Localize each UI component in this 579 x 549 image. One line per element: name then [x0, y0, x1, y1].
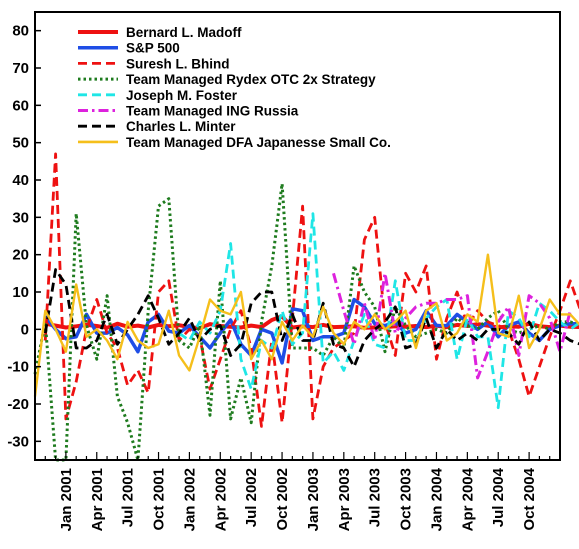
series-line-team-managed-dfa-japanesse-small-co [33, 253, 579, 397]
x-tick-label: Jan 2001 [58, 468, 75, 531]
legend-label-bernard-l-madoff: Bernard L. Madoff [126, 25, 242, 40]
y-tick-label: 0 [21, 321, 29, 338]
x-tick-label: Apr 2002 [212, 468, 229, 531]
y-tick-label: 80 [12, 23, 29, 40]
x-tick-label: Jul 2004 [490, 467, 507, 527]
legend-label-team-managed-rydex-otc-2x-strategy: Team Managed Rydex OTC 2x Strategy [126, 72, 376, 87]
legend-label-team-managed-ing-russia: Team Managed ING Russia [126, 104, 299, 119]
y-tick-label: -20 [7, 396, 29, 413]
y-tick-label: 30 [12, 209, 29, 226]
y-tick-label: 50 [12, 135, 29, 152]
legend-label-team-managed-dfa-japanesse-small-co: Team Managed DFA Japanesse Small Co. [126, 135, 391, 150]
x-tick-label: Jan 2002 [181, 468, 198, 531]
legend-label-charles-l-minter: Charles L. Minter [126, 119, 236, 134]
y-tick-label: 70 [12, 60, 29, 77]
x-tick-label: Oct 2001 [151, 468, 168, 531]
y-tick-label: 40 [12, 172, 29, 189]
y-tick-label: 20 [12, 247, 29, 264]
x-tick-label: Jan 2004 [428, 467, 445, 531]
x-tick-label: Jul 2001 [120, 468, 137, 527]
y-tick-label: -30 [7, 433, 29, 450]
y-tick-label: -10 [7, 359, 29, 376]
x-tick-label: Apr 2004 [459, 467, 476, 531]
plot-frame [34, 11, 561, 461]
series-line-team-managed-ing-russia [332, 271, 572, 380]
x-tick-label: Jul 2003 [367, 468, 384, 527]
legend-label-suresh-l-bhind: Suresh L. Bhind [126, 56, 230, 71]
x-tick-label: Apr 2003 [336, 468, 353, 531]
legend-label-s-p-500: S&P 500 [126, 41, 180, 56]
x-tick-label: Jul 2002 [243, 468, 260, 527]
series-line-team-managed-rydex-otc-2x-strategy [33, 182, 579, 462]
x-tick-label: Oct 2004 [521, 467, 538, 530]
series-line-charles-l-minter [43, 268, 579, 369]
y-tick-label: 10 [12, 284, 29, 301]
x-tick-label: Jan 2003 [305, 468, 322, 531]
series-layer [33, 152, 579, 462]
axes-layer: -30 -20 -10 0 10 20 30 40 50 60 70 80 Jan 2001 Apr 20… [7, 23, 561, 531]
series-line-suresh-l-bhind [43, 152, 579, 428]
x-tick-label: Oct 2002 [274, 468, 291, 531]
y-tick-label: 60 [12, 97, 29, 114]
legend-label-joseph-m-foster: Joseph M. Foster [126, 88, 238, 103]
x-tick-label: Oct 2003 [398, 468, 415, 531]
x-tick-label: Apr 2001 [89, 468, 106, 531]
